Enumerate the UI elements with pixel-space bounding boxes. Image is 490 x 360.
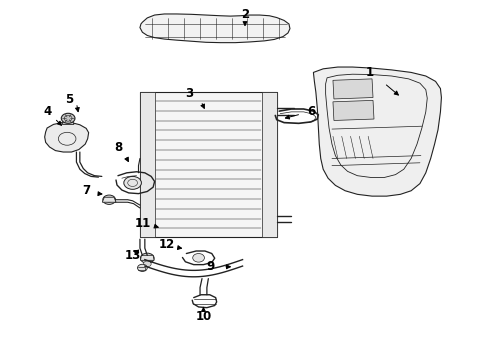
Text: 10: 10 xyxy=(196,310,212,323)
Circle shape xyxy=(144,261,151,267)
Polygon shape xyxy=(314,67,441,196)
Polygon shape xyxy=(333,79,373,99)
Circle shape xyxy=(141,253,154,263)
Text: 2: 2 xyxy=(241,8,249,21)
Polygon shape xyxy=(333,100,374,121)
Text: 5: 5 xyxy=(65,93,73,106)
Text: 4: 4 xyxy=(43,105,51,118)
Circle shape xyxy=(124,176,142,189)
Text: 13: 13 xyxy=(124,249,141,262)
Circle shape xyxy=(138,264,147,271)
Polygon shape xyxy=(102,197,116,202)
Text: 11: 11 xyxy=(134,216,150,230)
Text: 12: 12 xyxy=(159,238,175,251)
Polygon shape xyxy=(62,122,74,125)
Circle shape xyxy=(103,195,116,204)
Bar xyxy=(140,92,277,237)
Text: 3: 3 xyxy=(185,87,193,100)
Text: 7: 7 xyxy=(82,184,90,197)
Polygon shape xyxy=(45,123,89,152)
Text: 8: 8 xyxy=(114,141,122,154)
Text: 1: 1 xyxy=(366,66,374,79)
Polygon shape xyxy=(141,255,154,260)
Circle shape xyxy=(61,113,75,123)
Text: 9: 9 xyxy=(207,260,215,273)
Polygon shape xyxy=(140,14,290,42)
Text: 6: 6 xyxy=(307,105,315,118)
Circle shape xyxy=(193,253,204,262)
Polygon shape xyxy=(140,92,155,237)
Polygon shape xyxy=(262,92,277,237)
